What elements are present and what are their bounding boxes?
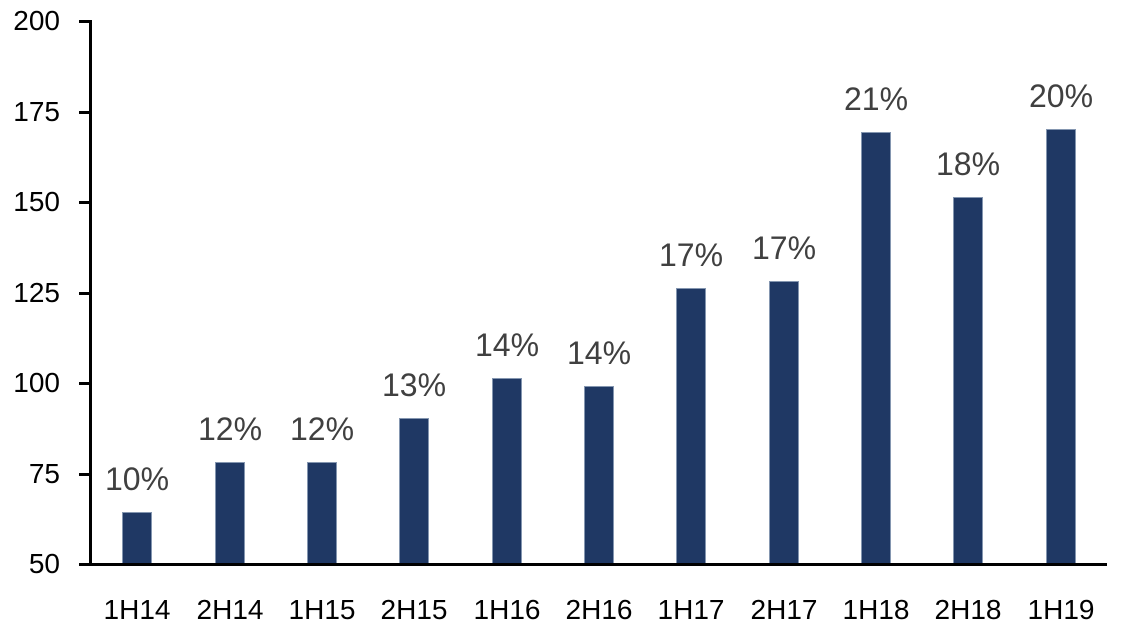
x-tick-label: 1H15	[288, 594, 356, 625]
y-tick-mark	[79, 201, 90, 204]
x-tick-label: 2H14	[196, 594, 264, 625]
bar-value-label: 12%	[289, 411, 355, 447]
bar-value-label: 13%	[381, 367, 447, 403]
y-tick-mark	[79, 20, 90, 23]
y-tick-label: 50	[28, 548, 60, 579]
bar-1H18	[861, 132, 891, 563]
x-tick-label: 2H16	[565, 594, 633, 625]
x-tick-label: 2H15	[380, 594, 448, 625]
bar-2H15	[399, 418, 429, 563]
y-tick-label: 75	[28, 458, 60, 489]
bar-1H17	[676, 288, 706, 563]
x-tick-label: 1H19	[1027, 594, 1095, 625]
bar-value-label: 20%	[1028, 78, 1094, 114]
y-tick-label: 100	[13, 367, 60, 398]
bar-1H19	[1046, 129, 1076, 563]
bar-value-label: 14%	[474, 327, 540, 363]
bar-2H14	[215, 462, 245, 563]
y-tick-label: 150	[13, 186, 60, 217]
bar-2H17	[769, 281, 799, 563]
bar-value-label: 21%	[843, 81, 909, 117]
bar-value-label: 10%	[104, 461, 170, 497]
x-axis-line	[79, 563, 1107, 566]
bar-value-label: 14%	[566, 335, 632, 371]
bar-1H16	[492, 378, 522, 563]
x-tick-label: 1H14	[103, 594, 171, 625]
y-tick-label: 175	[13, 96, 60, 127]
y-tick-mark	[79, 292, 90, 295]
y-tick-mark	[79, 111, 90, 114]
x-tick-label: 1H18	[842, 594, 910, 625]
bar-1H14	[122, 512, 152, 563]
x-tick-label: 1H16	[473, 594, 541, 625]
bar-value-label: 18%	[935, 146, 1001, 182]
bar-value-label: 17%	[751, 230, 817, 266]
x-tick-label: 2H17	[750, 594, 818, 625]
y-tick-label: 200	[13, 5, 60, 36]
bar-2H18	[953, 197, 983, 563]
x-tick-label: 2H18	[934, 594, 1002, 625]
x-tick-label: 1H17	[657, 594, 725, 625]
y-tick-label: 125	[13, 277, 60, 308]
y-tick-mark	[79, 382, 90, 385]
bar-value-label: 12%	[197, 411, 263, 447]
bar-1H15	[307, 462, 337, 563]
y-axis-line	[89, 20, 92, 566]
bar-2H16	[584, 386, 614, 563]
y-tick-mark	[79, 473, 90, 476]
bar-value-label: 17%	[658, 237, 724, 273]
